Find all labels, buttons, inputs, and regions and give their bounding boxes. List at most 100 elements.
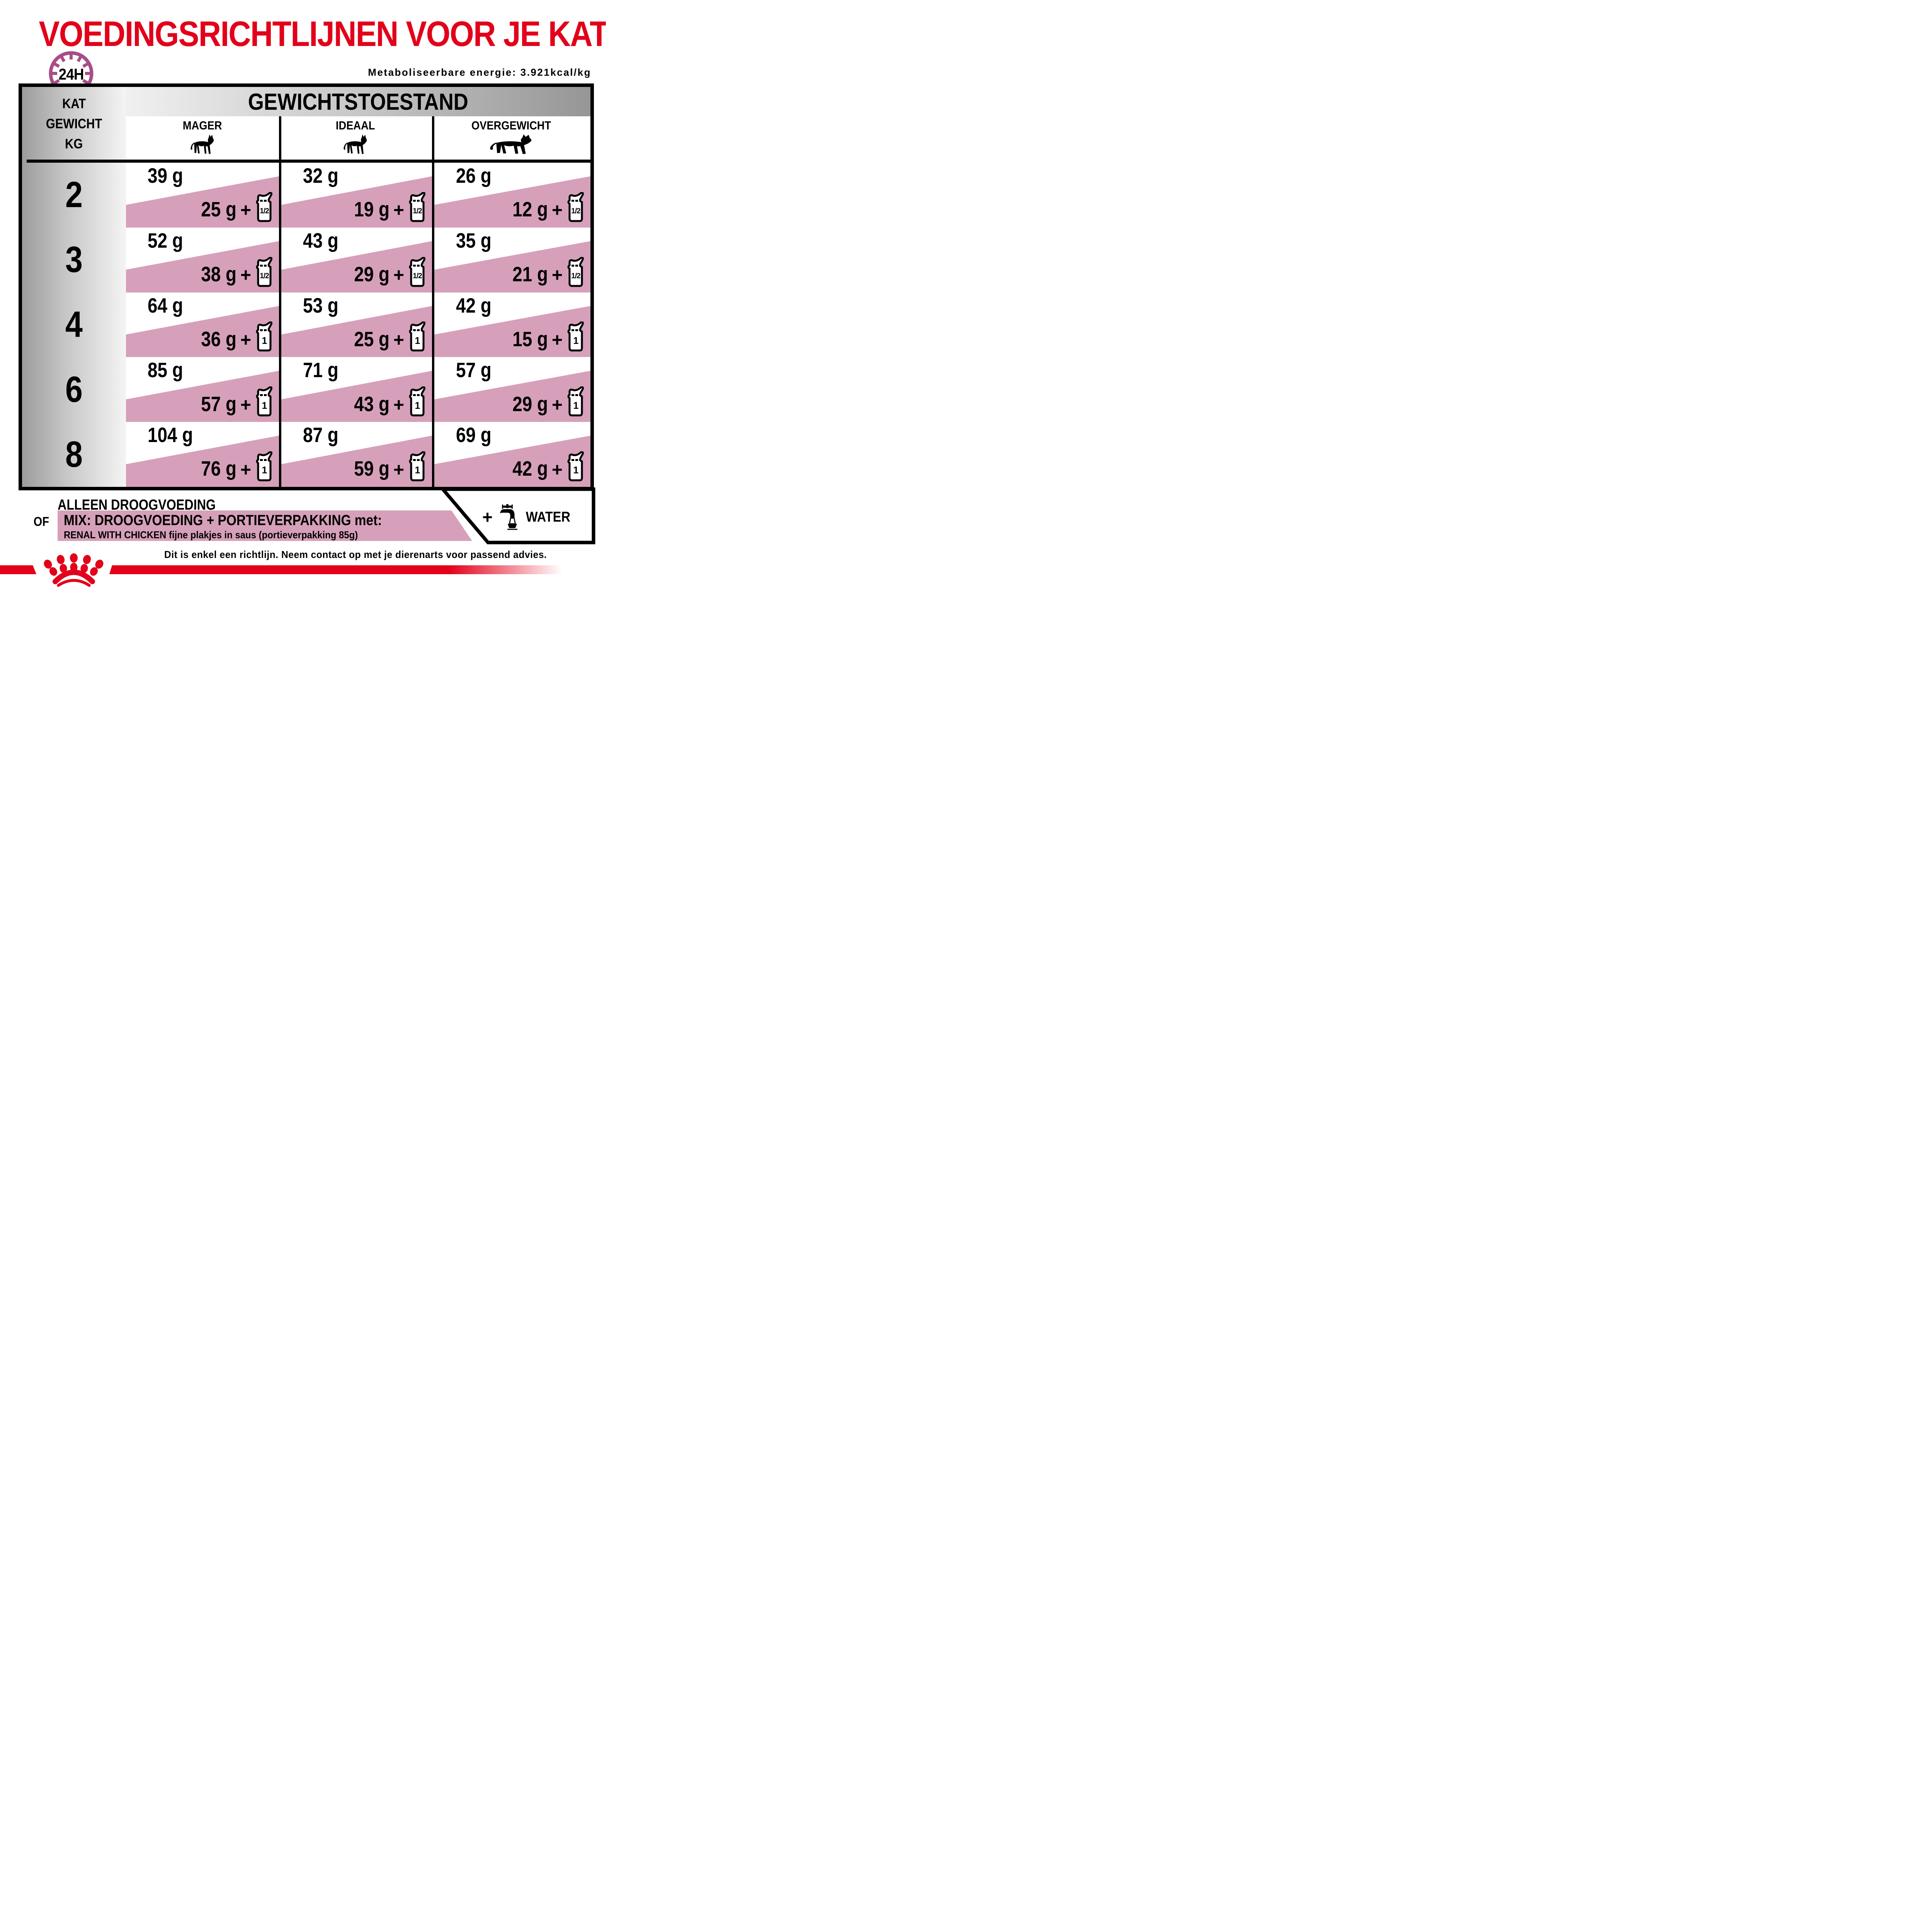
metabolisable-energy-note: Metaboliseerbare energie: 3.921kcal/kg (368, 66, 591, 78)
pouch-icon: 1/2 (255, 257, 273, 287)
cell-overgewicht: 69 g 42 g + 1 (434, 422, 590, 487)
plus-icon: + (393, 459, 404, 480)
plus-icon: + (482, 507, 493, 527)
dry-amount: 39 g (148, 164, 183, 187)
cell-mager: 39 g 25 g + 1/2 (126, 163, 279, 228)
pouch-count: 1 (415, 465, 420, 476)
cat-slim-icon (184, 133, 221, 156)
tap-icon (500, 504, 517, 530)
red-bar-right (109, 565, 562, 574)
water-content: + WATER (468, 496, 588, 538)
mix-amount: 29 g + 1/2 (348, 257, 426, 286)
dry-amount: 32 g (303, 164, 338, 187)
pouch-icon: 1/2 (566, 257, 584, 287)
plus-icon: + (393, 395, 404, 415)
corner-line-kg: KG (65, 136, 83, 151)
plus-icon: + (551, 395, 563, 415)
cat-weight-value: 8 (65, 434, 83, 475)
plus-icon: + (240, 200, 251, 221)
cat-weight-value: 3 (65, 239, 83, 281)
cell-ideaal: 71 g 43 g + 1 (281, 357, 432, 422)
water-label: WATER (526, 509, 571, 525)
table-row: 2 39 g 25 g + 1/2 32 g 19 g + 1/2 (22, 163, 590, 228)
pouch-count: 1 (262, 335, 267, 346)
dry-amount: 42 g (456, 294, 492, 317)
plus-icon: + (240, 265, 251, 286)
legend-mix-title: MIX: DROOGVOEDING + PORTIEVERPAKKING met… (64, 512, 382, 529)
subheader-overgewicht: OVERGEWICHT (432, 116, 590, 160)
subheader-ideaal: IDEAAL (279, 116, 432, 160)
clock-24h-icon: 24H (48, 51, 94, 84)
dry-amount: 52 g (148, 229, 183, 252)
plus-icon: + (551, 459, 563, 480)
pouch-count: 1 (415, 335, 420, 346)
cell-ideaal: 43 g 29 g + 1/2 (281, 228, 432, 293)
pouch-count: 1/2 (413, 272, 422, 281)
legend-or: OF (33, 514, 49, 529)
subheader-mager: MAGER (126, 116, 279, 160)
legend-mix-subtitle: RENAL WITH CHICKEN fijne plakjes in saus… (64, 529, 358, 541)
mix-amount: 25 g + 1/2 (195, 192, 273, 221)
pouch-icon: 1/2 (408, 192, 426, 222)
cell-ideaal: 32 g 19 g + 1/2 (281, 163, 432, 228)
water-box (439, 487, 595, 544)
plus-icon: + (393, 200, 404, 221)
column-divider-2 (432, 116, 434, 487)
mix-amount: 43 g + 1 (348, 386, 426, 415)
pouch-icon: 1 (566, 386, 584, 417)
dry-amount: 26 g (456, 164, 492, 187)
mix-amount: 59 g + 1 (348, 451, 426, 480)
dry-amount: 43 g (303, 229, 338, 252)
mix-amount: 12 g + 1/2 (506, 192, 584, 221)
table-row: 6 85 g 57 g + 1 71 g 43 g + 1 (22, 357, 590, 422)
cell-mager: 52 g 38 g + 1/2 (126, 228, 279, 293)
table-row: 8 104 g 76 g + 1 87 g 59 g + 1 (22, 422, 590, 487)
cell-mager: 64 g 36 g + 1 (126, 293, 279, 357)
red-bar-left (0, 565, 36, 574)
mix-amount: 76 g + 1 (195, 451, 273, 480)
table-rows: 2 39 g 25 g + 1/2 32 g 19 g + 1/2 (22, 163, 590, 487)
clock-dial (49, 51, 94, 84)
mix-amount: 36 g + 1 (195, 321, 273, 350)
dry-amount: 71 g (303, 359, 338, 382)
plus-icon: + (393, 330, 404, 350)
pouch-count: 1/2 (413, 207, 422, 216)
feeding-table: GEWICHTSTOESTAND KAT GEWICHT KG MAGER ID… (19, 83, 594, 490)
dry-amount: 87 g (303, 423, 338, 447)
dry-amount: 57 g (456, 359, 492, 382)
pouch-count: 1/2 (571, 207, 580, 216)
pouch-icon: 1 (408, 451, 426, 481)
cell-overgewicht: 26 g 12 g + 1/2 (434, 163, 590, 228)
pouch-icon: 1 (408, 321, 426, 352)
table-corner-label: KAT GEWICHT KG (22, 87, 126, 161)
corner-line-kat: KAT (62, 96, 86, 111)
cat-weight-value: 2 (65, 174, 83, 216)
pouch-count: 1 (262, 400, 267, 411)
pouch-count: 1 (415, 400, 420, 411)
pouch-count: 1 (573, 335, 579, 346)
cell-overgewicht: 57 g 29 g + 1 (434, 357, 590, 422)
table-row: 4 64 g 36 g + 1 53 g 25 g + 1 (22, 293, 590, 357)
cell-overgewicht: 42 g 15 g + 1 (434, 293, 590, 357)
pouch-count: 1 (262, 465, 267, 476)
pouch-icon: 1 (566, 451, 584, 481)
pouch-icon: 1 (566, 321, 584, 352)
cat-ideal-icon (336, 133, 375, 156)
table-row: 3 52 g 38 g + 1/2 43 g 29 g + 1/2 (22, 228, 590, 293)
cat-weight-value: 4 (65, 304, 83, 345)
header-divider-line (27, 160, 590, 163)
cell-ideaal: 53 g 25 g + 1 (281, 293, 432, 357)
dry-amount: 69 g (456, 423, 492, 447)
clock-24h-label: 24H (58, 65, 84, 83)
table-subheader: MAGER IDEAAL OVERGEWICHT (126, 116, 590, 160)
mix-amount: 21 g + 1/2 (506, 257, 584, 286)
label-ideaal: IDEAAL (336, 119, 375, 132)
page-title: VOEDINGSRICHTLIJNEN VOOR JE KAT (39, 14, 606, 54)
dry-amount: 104 g (148, 423, 193, 447)
cell-ideaal: 87 g 59 g + 1 (281, 422, 432, 487)
plus-icon: + (240, 395, 251, 415)
pouch-icon: 1/2 (255, 192, 273, 222)
dry-amount: 53 g (303, 294, 338, 317)
cell-mager: 85 g 57 g + 1 (126, 357, 279, 422)
pouch-count: 1/2 (260, 272, 269, 281)
